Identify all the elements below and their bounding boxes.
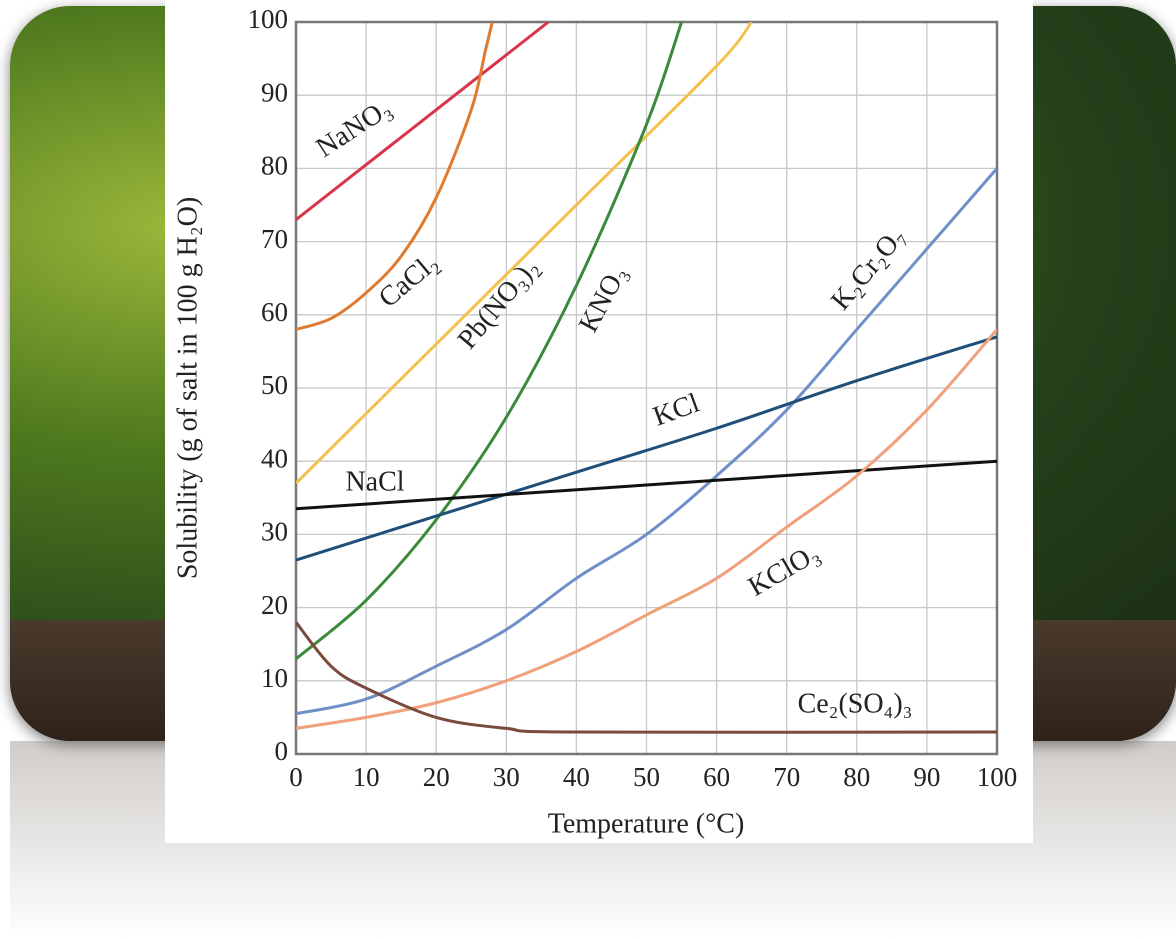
series-label: K₂Cr₂O₇ [825, 221, 912, 316]
x-tick-label: 40 [563, 762, 590, 792]
y-tick-label: 40 [261, 443, 288, 473]
y-tick-label: 60 [261, 297, 288, 327]
series-label: KCl [649, 387, 704, 432]
y-tick-label: 100 [248, 4, 289, 34]
y-tick-label: 50 [261, 370, 288, 400]
x-tick-label: 80 [843, 762, 870, 792]
x-tick-label: 10 [353, 762, 380, 792]
y-tick-label: 70 [261, 224, 288, 254]
series-label: Ce₂(SO₄)₃ [798, 688, 913, 719]
y-tick-label: 10 [261, 663, 288, 693]
series-line [296, 22, 548, 220]
y-tick-label: 0 [275, 736, 289, 766]
y-tick-label: 20 [261, 590, 288, 620]
series-label: CaCl₂ [373, 247, 445, 314]
chart: Temperature (°C) Solubility (g of salt i… [0, 0, 1176, 939]
x-tick-label: 20 [423, 762, 450, 792]
y-tick-label: 30 [261, 517, 288, 547]
x-tick-label: 0 [289, 762, 303, 792]
x-tick-label: 100 [977, 762, 1018, 792]
y-axis-label: Solubility (g of salt in 100 g H₂O) [172, 197, 203, 579]
x-tick-label: 30 [493, 762, 520, 792]
x-axis-label: Temperature (°C) [548, 808, 745, 839]
x-tick-label: 70 [773, 762, 800, 792]
y-tick-label: 90 [261, 77, 288, 107]
series-label: NaCl [345, 466, 404, 497]
page: {"chart_data": {"type": "line", "xlabel"… [0, 0, 1176, 939]
x-tick-label: 60 [703, 762, 730, 792]
y-tick-label: 80 [261, 151, 288, 181]
x-tick-label: 90 [913, 762, 940, 792]
series-label: NaNO₃ [311, 93, 397, 164]
series-label: KClO₃ [743, 538, 825, 603]
x-tick-label: 50 [633, 762, 660, 792]
series-label: Pb(NO₃)₂ [452, 252, 545, 355]
